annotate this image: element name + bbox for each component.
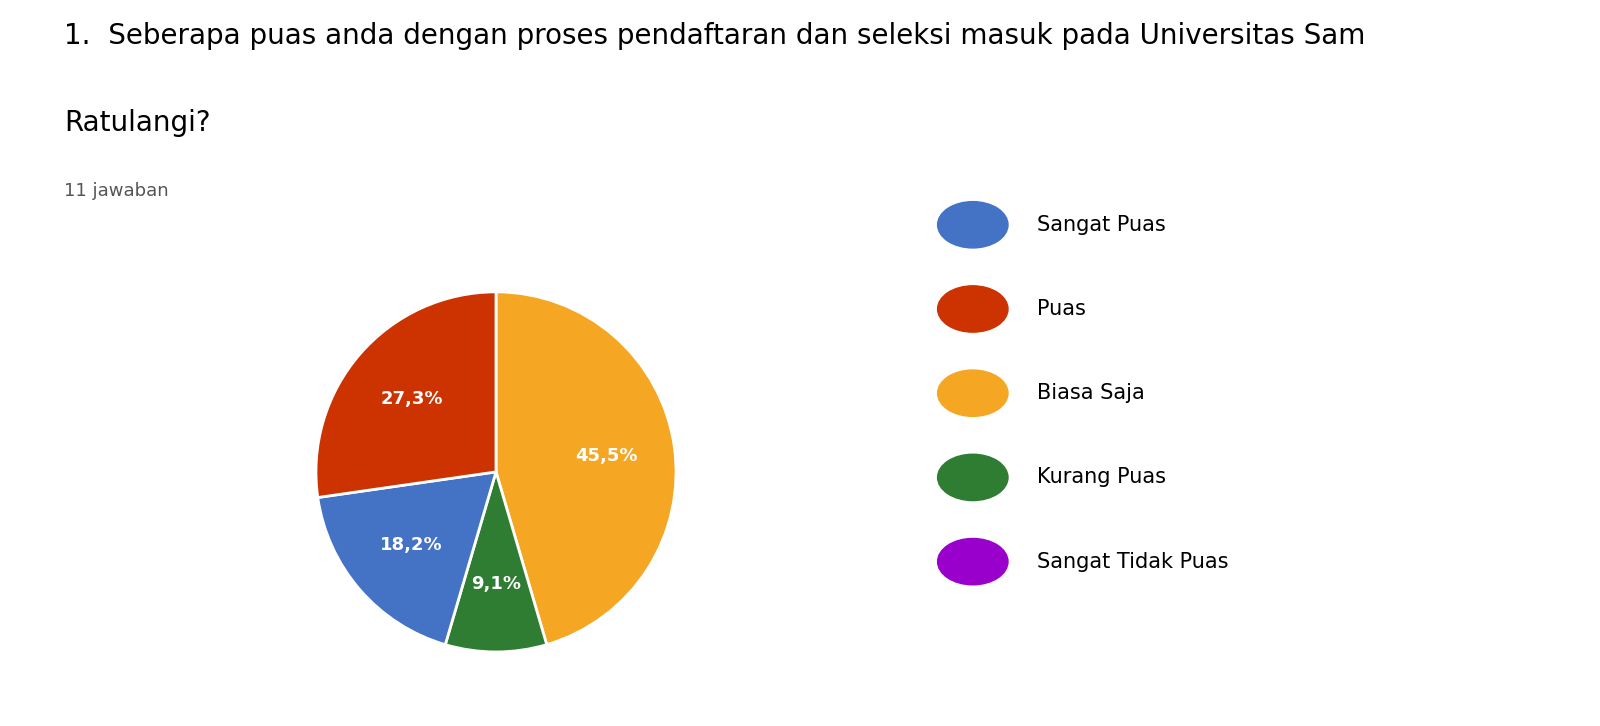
- Circle shape: [938, 454, 1008, 501]
- Circle shape: [938, 539, 1008, 585]
- Wedge shape: [445, 472, 547, 652]
- Circle shape: [938, 286, 1008, 332]
- Text: 27,3%: 27,3%: [381, 390, 443, 408]
- Wedge shape: [496, 292, 677, 645]
- Text: 1.  Seberapa puas anda dengan proses pendaftaran dan seleksi masuk pada Universi: 1. Seberapa puas anda dengan proses pend…: [64, 22, 1365, 50]
- Text: 9,1%: 9,1%: [470, 574, 522, 592]
- Circle shape: [938, 370, 1008, 416]
- Text: Ratulangi?: Ratulangi?: [64, 109, 211, 137]
- Text: Kurang Puas: Kurang Puas: [1037, 468, 1166, 487]
- Text: Sangat Puas: Sangat Puas: [1037, 215, 1165, 234]
- Text: Sangat Tidak Puas: Sangat Tidak Puas: [1037, 552, 1229, 571]
- Text: 45,5%: 45,5%: [576, 447, 638, 465]
- Text: Biasa Saja: Biasa Saja: [1037, 383, 1144, 403]
- Text: 18,2%: 18,2%: [381, 536, 443, 554]
- Text: Puas: Puas: [1037, 299, 1086, 319]
- Wedge shape: [315, 292, 496, 497]
- Circle shape: [938, 202, 1008, 248]
- Wedge shape: [318, 472, 496, 645]
- Text: 11 jawaban: 11 jawaban: [64, 182, 168, 200]
